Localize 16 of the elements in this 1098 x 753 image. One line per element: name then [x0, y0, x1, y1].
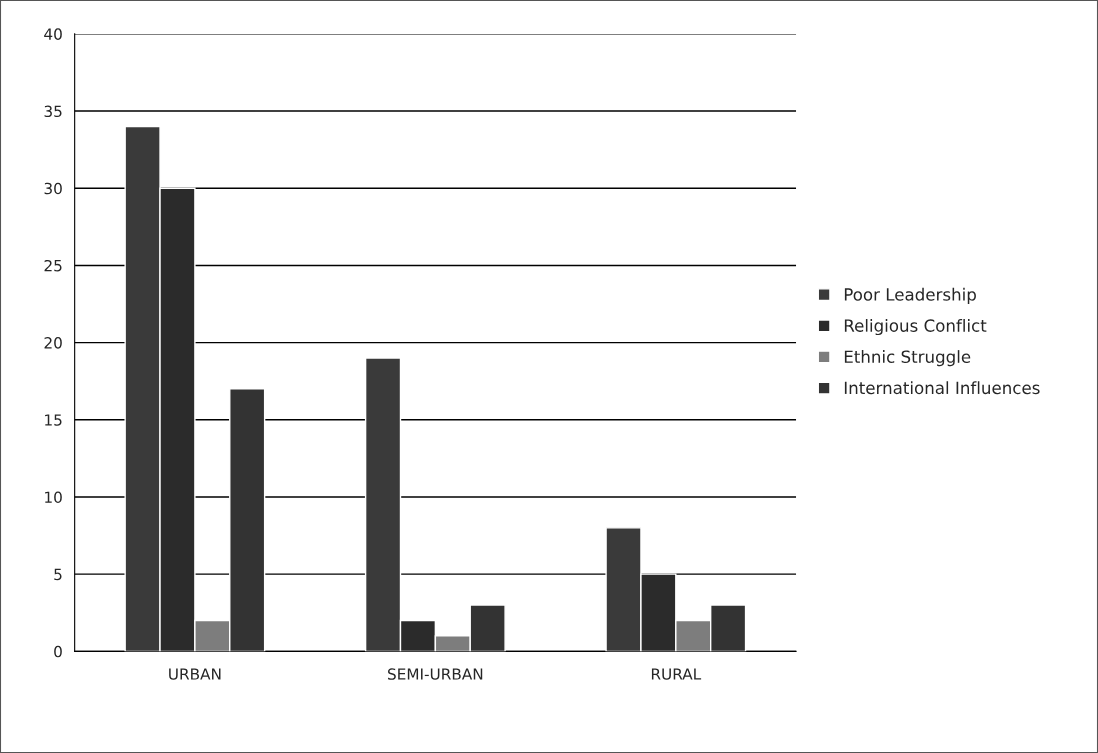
y-tick-label: 15 — [45, 414, 62, 426]
y-tick-label: 25 — [44, 259, 62, 272]
x-tick-label: URBAN — [169, 668, 221, 680]
x-tick-label: RURAL — [651, 668, 702, 680]
legend-label: Poor Leadership — [844, 287, 976, 304]
y-tick-label: 30 — [44, 182, 62, 195]
y-tick-label: 35 — [44, 105, 62, 118]
y-tick-label: 5 — [54, 568, 62, 581]
y-tick-label: 20 — [44, 337, 62, 349]
x-tick-label: SEMI-URBAN — [388, 668, 483, 680]
legend-label: International Influences — [844, 381, 1040, 395]
legend-label: Ethnic Struggle — [844, 350, 971, 367]
y-tick-label: 10 — [45, 491, 62, 503]
y-tick-label: 0 — [54, 645, 62, 658]
y-tick-label: 40 — [44, 28, 62, 40]
legend-label: Religious Conflict — [844, 318, 987, 336]
